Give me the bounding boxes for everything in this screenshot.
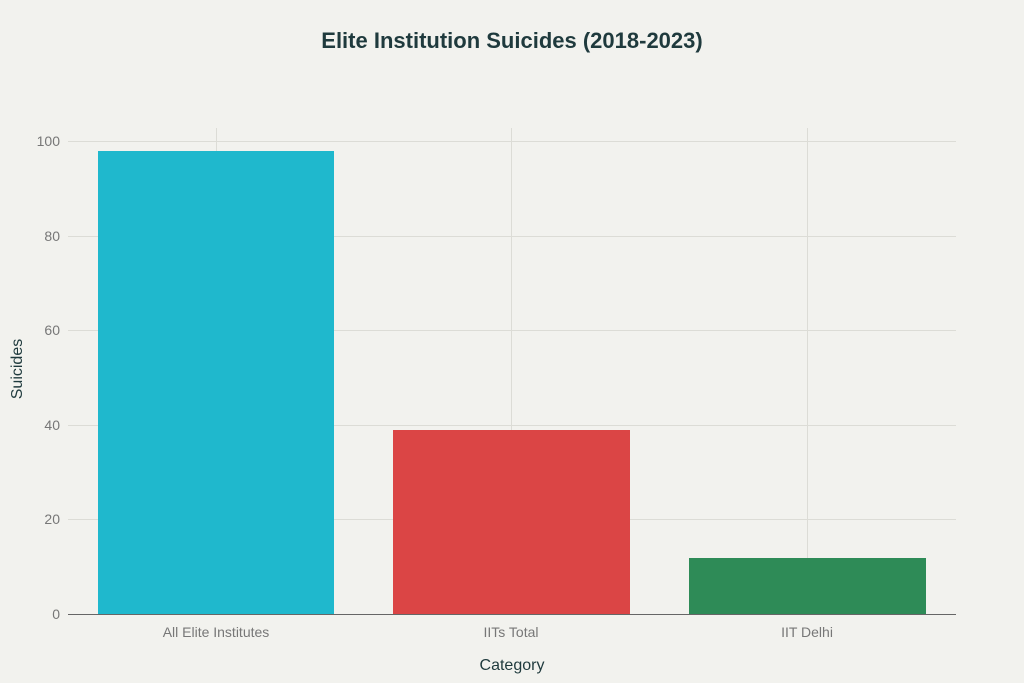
x-axis-line [68, 614, 956, 615]
bar-all-elite-institutes[interactable] [98, 151, 334, 614]
x-axis-label: Category [479, 657, 545, 674]
ytick-0: 0 [52, 606, 60, 622]
y-axis-label: Suicides [9, 338, 26, 400]
bar-iits-total[interactable] [393, 430, 630, 614]
gridline-x2 [511, 128, 512, 614]
gridline-60 [68, 330, 956, 331]
ytick-80: 80 [44, 228, 60, 244]
plot-area [68, 128, 956, 615]
ytick-100: 100 [36, 133, 60, 149]
ytick-20: 20 [44, 511, 60, 527]
xtick-all-elite-institutes: All Elite Institutes [162, 624, 270, 640]
ytick-40: 40 [44, 417, 60, 433]
xtick-iit-delhi: IIT Delhi [781, 624, 833, 640]
xtick-iits-total: IITs Total [483, 624, 539, 640]
bar-iit-delhi[interactable] [689, 558, 926, 614]
gridline-80 [68, 236, 956, 237]
ytick-60: 60 [44, 322, 60, 338]
gridline-x3 [807, 128, 808, 614]
gridline-100 [68, 141, 956, 142]
gridline-40 [68, 425, 956, 426]
chart-title: Elite Institution Suicides (2018-2023) [321, 28, 703, 53]
